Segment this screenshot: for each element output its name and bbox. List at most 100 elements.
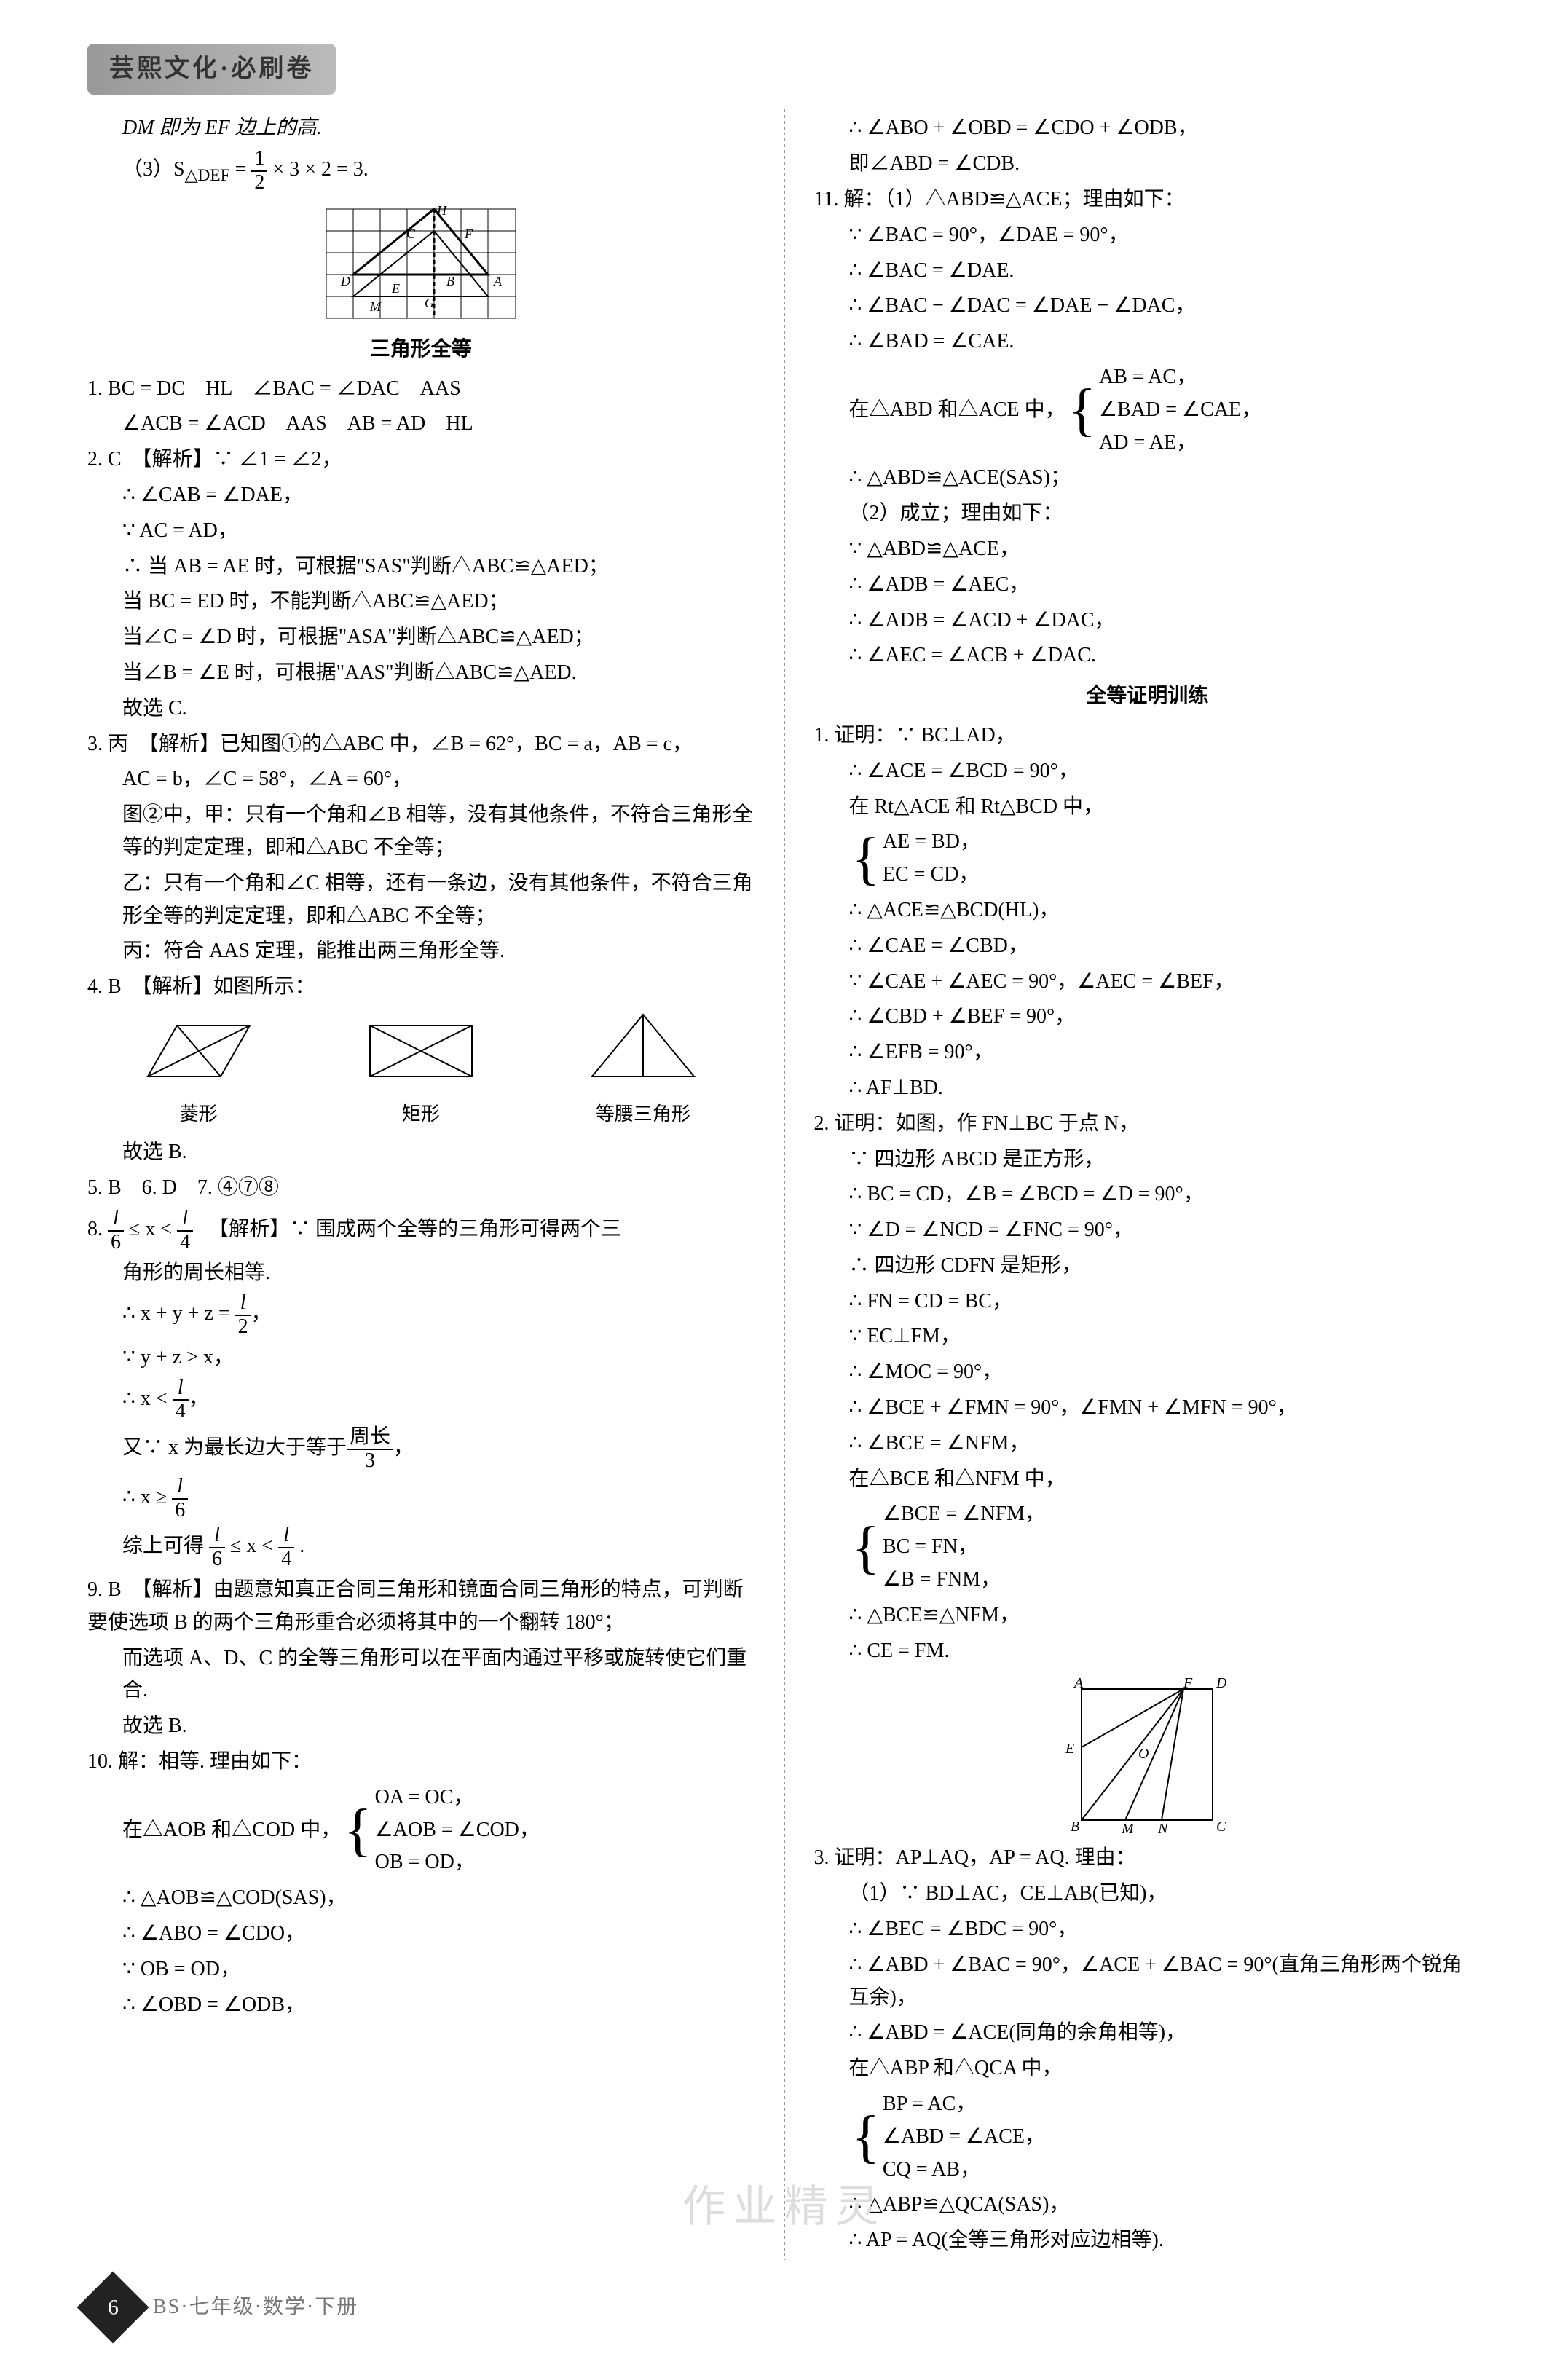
brace-system: 在△ABD 和△ACE 中， { AB = AC， ∠BAD = ∠CAE， A… [814, 361, 1481, 459]
text-line: ∴ △ABD≌△ACE(SAS)； [814, 462, 1481, 495]
footer-text: BS·七年级·数学·下册 [153, 2291, 358, 2324]
text-line: ∴ ∠ABO = ∠CDO， [87, 1918, 755, 1950]
text-line: 3. 丙 【解析】已知图①的△ABC 中，∠B = 62°，BC = a，AB … [87, 728, 755, 761]
text-line: ∴ ∠CBD + ∠BEF = 90°， [814, 1001, 1481, 1034]
text-line: 综上可得 l6 ≤ x < l4 . [87, 1524, 755, 1571]
text-line: ∴ ∠EFB = 90°， [814, 1036, 1481, 1069]
brace-system: { ∠BCE = ∠NFM， BC = FN， ∠B = FNM， [814, 1498, 1481, 1596]
svg-text:O: O [1138, 1746, 1149, 1762]
text-line: ∴ ∠CAB = ∠DAE， [87, 479, 755, 512]
text-line: ∵ EC⊥FM， [814, 1320, 1481, 1353]
section-title: 三角形全等 [87, 333, 755, 366]
right-column: ∴ ∠ABO + ∠OBD = ∠CDO + ∠ODB， 即∠ABD = ∠CD… [814, 109, 1481, 2260]
text-line: ∴ x ≥ l6 [87, 1476, 755, 1522]
text-line: ∴ ∠ABD + ∠BAC = 90°，∠ACE + ∠BAC = 90°(直角… [814, 1949, 1481, 2015]
text-line: 当∠C = ∠D 时，可根据"ASA"判断△ABC≌△AED； [87, 621, 755, 654]
isoceles-icon [585, 1011, 701, 1084]
text-line: ∴ AP = AQ(全等三角形对应边相等). [814, 2224, 1481, 2257]
section-title: 全等证明训练 [814, 680, 1481, 712]
text-line: 图②中，甲：只有一个角和∠B 相等，没有其他条件，不符合三角形全等的判定定理，即… [87, 799, 755, 865]
text-line: 在△BCE 和△NFM 中， [814, 1463, 1481, 1496]
text-line: ∴ ∠ABD = ∠ACE(同角的余角相等)， [814, 2017, 1481, 2050]
text-line: ∴ ∠AEC = ∠ACB + ∠DAC. [814, 639, 1481, 672]
svg-text:F: F [464, 227, 473, 241]
shape-label: 菱形 [141, 1099, 257, 1130]
text-line: 10. 解：相等. 理由如下： [87, 1746, 755, 1779]
text-line: 在 Rt△ACE 和 Rt△BCD 中， [814, 791, 1481, 824]
text-line: （3）S△DEF = 12 × 3 × 2 = 3. [87, 148, 755, 194]
text-line: 2. 证明：如图，作 FN⊥BC 于点 N， [814, 1108, 1481, 1141]
svg-text:F: F [1183, 1675, 1193, 1691]
text-line: 当 BC = ED 时，不能判断△ABC≌△AED； [87, 586, 755, 618]
text-line: ∴ CE = FM. [814, 1635, 1481, 1668]
text-line: ∴ ∠BEC = ∠BDC = 90°， [814, 1913, 1481, 1946]
column-divider [784, 109, 785, 2260]
text-line: 丙：符合 AAS 定理，能推出两三角形全等. [87, 935, 755, 968]
text-line: ∵ △ABD≌△ACE， [814, 533, 1481, 566]
page-number-badge: 6 [77, 2272, 149, 2344]
text-line: DM 即为 EF 边上的高. [87, 112, 755, 145]
svg-text:E: E [391, 281, 400, 296]
text-line: 4. B 【解析】如图所示： [87, 971, 755, 1004]
left-column: DM 即为 EF 边上的高. （3）S△DEF = 12 × 3 × 2 = 3… [87, 109, 755, 2260]
text-line: ∴ x < l4， [87, 1377, 755, 1424]
svg-text:M: M [369, 299, 382, 314]
text-line: ∴ ∠ACE = ∠BCD = 90°， [814, 755, 1481, 788]
text-line: ∴ 当 AB = AE 时，可根据"SAS"判断△ABC≌△AED； [87, 551, 755, 583]
text-line: 又∵ x 为最长边大于等于周长3， [87, 1426, 755, 1473]
svg-text:N: N [1157, 1821, 1169, 1835]
text-line: 5. B 6. D 7. ④⑦⑧ [87, 1172, 755, 1205]
watermark: 作业精灵 [682, 2172, 886, 2242]
svg-text:H: H [436, 203, 447, 218]
text-line: 故选 C. [87, 693, 755, 725]
text-line: （1）∵ BD⊥AC，CE⊥AB(已知)， [814, 1878, 1481, 1910]
text-line: ∴ ∠OBD = ∠ODB， [87, 1989, 755, 2022]
svg-text:B: B [1071, 1819, 1079, 1835]
text-line: 8. l6 ≤ x < l4 【解析】∵ 围成两个全等的三角形可得两个三 [87, 1208, 755, 1254]
brace-system: { AE = BD， EC = CD， [814, 826, 1481, 891]
text-line: ∴ ∠BCE + ∠FMN = 90°，∠FMN + ∠MFN = 90°， [814, 1392, 1481, 1425]
text-line: 9. B 【解析】由题意知真正合同三角形和镜面合同三角形的特点，可判断要使选项 … [87, 1574, 755, 1639]
brace-system: { BP = AC， ∠ABD = ∠ACE， CQ = AB， [814, 2088, 1481, 2186]
text-line: ∴ △BCE≌△NFM， [814, 1599, 1481, 1632]
text-line: 乙：只有一个角和∠C 相等，还有一条边，没有其他条件，不符合三角形全等的判定定理… [87, 867, 755, 933]
text-line: ∴ FN = CD = BC， [814, 1286, 1481, 1318]
svg-text:D: D [340, 274, 350, 288]
svg-text:D: D [1216, 1675, 1227, 1691]
text-line: ∴ ∠ABO + ∠OBD = ∠CDO + ∠ODB， [814, 112, 1481, 145]
text-line: ∠ACB = ∠ACD AAS AB = AD HL [87, 408, 755, 441]
text-line: 1. BC = DC HL ∠BAC = ∠DAC AAS [87, 373, 755, 406]
svg-text:B: B [446, 274, 454, 288]
text-line: （2）成立；理由如下： [814, 497, 1481, 530]
text-line: ∵ ∠D = ∠NCD = ∠FNC = 90°， [814, 1214, 1481, 1247]
two-column-layout: DM 即为 EF 边上的高. （3）S△DEF = 12 × 3 × 2 = 3… [87, 109, 1481, 2260]
text-line: 角形的周长相等. [87, 1257, 755, 1290]
text-line: ∴ x + y + z = l2， [87, 1292, 755, 1339]
text-line: ∵ y + z > x， [87, 1342, 755, 1374]
svg-text:E: E [1065, 1741, 1074, 1757]
svg-text:A: A [1073, 1675, 1084, 1691]
text-line: 当∠B = ∠E 时，可根据"AAS"判断△ABC≌△AED. [87, 657, 755, 690]
rhombus-icon [141, 1018, 257, 1084]
text-line: ∴ ∠BAC − ∠DAC = ∠DAE − ∠DAC， [814, 290, 1481, 323]
text-line: ∵ 四边形 ABCD 是正方形， [814, 1143, 1481, 1176]
text-line: ∵ OB = OD， [87, 1953, 755, 1986]
svg-text:A: A [493, 274, 503, 288]
shape-examples: 菱形 矩形 等腰三角形 [87, 1011, 755, 1129]
text-line: 在△ABP 和△QCA 中， [814, 2052, 1481, 2085]
text-line: 11. 解：（1）△ABD≌△ACE；理由如下： [814, 184, 1481, 216]
shape-label: 矩形 [363, 1099, 479, 1130]
text-line: ∵ ∠CAE + ∠AEC = 90°，∠AEC = ∠BEF， [814, 966, 1481, 999]
text-line: ∴ ∠ADB = ∠ACD + ∠DAC， [814, 605, 1481, 637]
text-line: ∴ ∠ADB = ∠AEC， [814, 569, 1481, 602]
text-line: 2. C 【解析】∵ ∠1 = ∠2， [87, 444, 755, 476]
text-line: 即∠ABD = ∠CDB. [814, 148, 1481, 181]
square-geometry-diagram: A F D E O B M N C [1052, 1674, 1242, 1835]
svg-text:G: G [425, 296, 434, 310]
text-line: ∴ △ABP≌△QCA(SAS)， [814, 2189, 1481, 2221]
text-line: 而选项 A、D、C 的全等三角形可以在平面内通过平移或旋转使它们重合. [87, 1642, 755, 1708]
text-line: ∵ AC = AD， [87, 515, 755, 548]
text-line: AC = b，∠C = 58°，∠A = 60°， [87, 763, 755, 796]
svg-text:C: C [1216, 1819, 1226, 1835]
text-line: ∴ △ACE≌△BCD(HL)， [814, 894, 1481, 927]
